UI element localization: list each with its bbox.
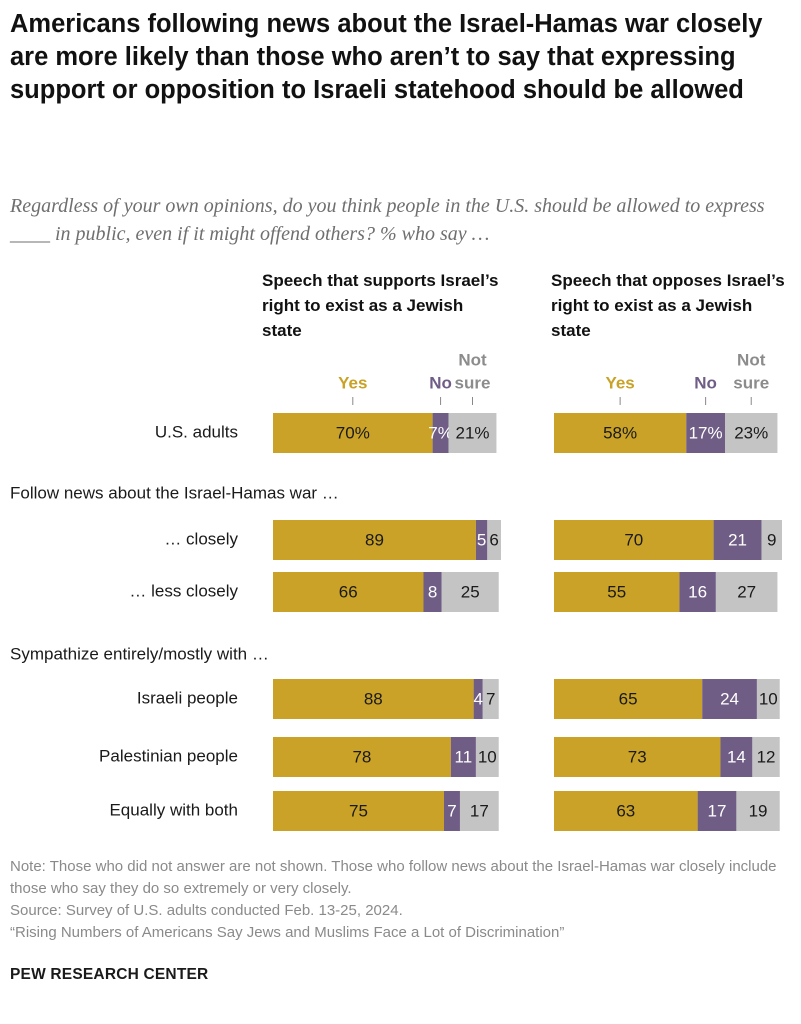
- bar-segment-not-sure: [487, 520, 501, 560]
- report-title: “Rising Numbers of Americans Say Jews an…: [10, 924, 565, 941]
- data-label: 66: [339, 582, 358, 601]
- bar-segment-no: [473, 679, 483, 719]
- bar-segment-not-sure: [736, 791, 780, 831]
- row-label: Palestinian people: [99, 746, 238, 765]
- data-label: 89: [365, 530, 384, 549]
- panel-title-opposes: Speech that opposes Israel’s right to ex…: [551, 271, 785, 340]
- data-label: 10: [759, 689, 778, 708]
- data-label: 12: [757, 747, 776, 766]
- bar-segment-yes: [554, 572, 680, 612]
- bar-segment-not-sure: [441, 572, 499, 612]
- data-label: 27: [737, 582, 756, 601]
- data-label: 23%: [734, 423, 768, 442]
- note-text: Note: Those who did not answer are not s…: [10, 858, 777, 897]
- data-label: 16: [688, 582, 707, 601]
- data-label: 19: [749, 801, 768, 820]
- bar-segment-not-sure: [725, 413, 778, 453]
- bar-segment-no: [444, 791, 460, 831]
- column-header-no: No: [694, 373, 717, 392]
- data-label: 88: [364, 689, 383, 708]
- bar-segment-not-sure: [752, 737, 780, 777]
- bar-segment-yes: [554, 679, 703, 719]
- data-label: 55: [607, 582, 626, 601]
- data-label: 24: [720, 689, 739, 708]
- row-label: Israeli people: [137, 688, 238, 707]
- data-label: 75: [349, 801, 368, 820]
- bar-segment-no: [702, 679, 757, 719]
- bar-segment-yes: [554, 520, 714, 560]
- bar-segment-no: [475, 520, 488, 560]
- bar-segment-yes: [273, 737, 451, 777]
- row-label: … less closely: [129, 581, 238, 600]
- column-header-no: No: [429, 373, 452, 392]
- bar-segment-no: [720, 737, 753, 777]
- bar-segment-yes: [273, 520, 476, 560]
- chart-subtitle: Regardless of your own opinions, do you …: [10, 195, 765, 245]
- column-header-not-sure-line1: Not: [737, 350, 766, 369]
- data-label: 7: [447, 801, 456, 820]
- bar-segment-yes: [554, 413, 687, 453]
- data-label: 70: [624, 530, 643, 549]
- data-label: 65: [619, 689, 638, 708]
- chart-title: Americans following news about the Israe…: [10, 10, 763, 104]
- bar-segment-not-sure: [448, 413, 497, 453]
- row-label: … closely: [164, 529, 238, 548]
- row-label: Equally with both: [109, 800, 238, 819]
- column-header-yes: Yes: [338, 373, 367, 392]
- bar-segment-yes: [273, 413, 433, 453]
- bar-segment-no: [679, 572, 716, 612]
- data-label: 17: [470, 801, 489, 820]
- data-label: 7%: [428, 423, 453, 442]
- data-label: 6: [489, 530, 498, 549]
- data-label: 9: [767, 530, 776, 549]
- bar-segment-not-sure: [756, 679, 780, 719]
- data-label: 17: [708, 801, 727, 820]
- bar-segment-not-sure: [715, 572, 778, 612]
- bar-segment-no: [423, 572, 442, 612]
- section-label: Follow news about the Israel-Hamas war …: [10, 483, 339, 502]
- source-text: Source: Survey of U.S. adults conducted …: [10, 902, 403, 919]
- column-header-yes: Yes: [605, 373, 634, 392]
- data-label: 17%: [689, 423, 723, 442]
- row-label: U.S. adults: [155, 422, 238, 441]
- bar-segment-no: [432, 413, 449, 453]
- data-label: 58%: [603, 423, 637, 442]
- data-label: 4: [473, 689, 482, 708]
- data-label: 70%: [336, 423, 370, 442]
- data-label: 7: [486, 689, 495, 708]
- bar-segment-not-sure: [482, 679, 499, 719]
- data-label: 21%: [455, 423, 489, 442]
- data-label: 25: [461, 582, 480, 601]
- section-label: Sympathize entirely/mostly with …: [10, 644, 269, 663]
- data-label: 11: [455, 747, 473, 766]
- pew-logo-text: PEW RESEARCH CENTER: [10, 966, 209, 983]
- panel-title-supports: Speech that supports Israel’s right to e…: [262, 271, 499, 340]
- bar-segment-no: [450, 737, 476, 777]
- column-header-not-sure-line2: sure: [733, 373, 769, 392]
- column-header-not-sure-line1: Not: [458, 350, 487, 369]
- bar-segment-yes: [273, 791, 444, 831]
- data-label: 63: [616, 801, 635, 820]
- bar-segment-no: [686, 413, 725, 453]
- data-label: 73: [628, 747, 647, 766]
- bar-segment-not-sure: [761, 520, 782, 560]
- data-label: 21: [728, 530, 747, 549]
- bar-segment-not-sure: [459, 791, 499, 831]
- bar-segment-yes: [273, 679, 474, 719]
- column-header-not-sure-line2: sure: [455, 373, 491, 392]
- bar-segment-yes: [554, 791, 698, 831]
- bar-segment-yes: [554, 737, 721, 777]
- data-label: 10: [478, 747, 497, 766]
- notes: Note: Those who did not answer are not s…: [10, 856, 790, 944]
- bar-segment-no: [697, 791, 737, 831]
- data-label: 78: [352, 747, 371, 766]
- data-label: 14: [727, 747, 746, 766]
- bar-segment-yes: [273, 572, 424, 612]
- data-label: 8: [428, 582, 437, 601]
- bar-segment-not-sure: [475, 737, 499, 777]
- bar-segment-no: [713, 520, 762, 560]
- data-label: 5: [477, 530, 486, 549]
